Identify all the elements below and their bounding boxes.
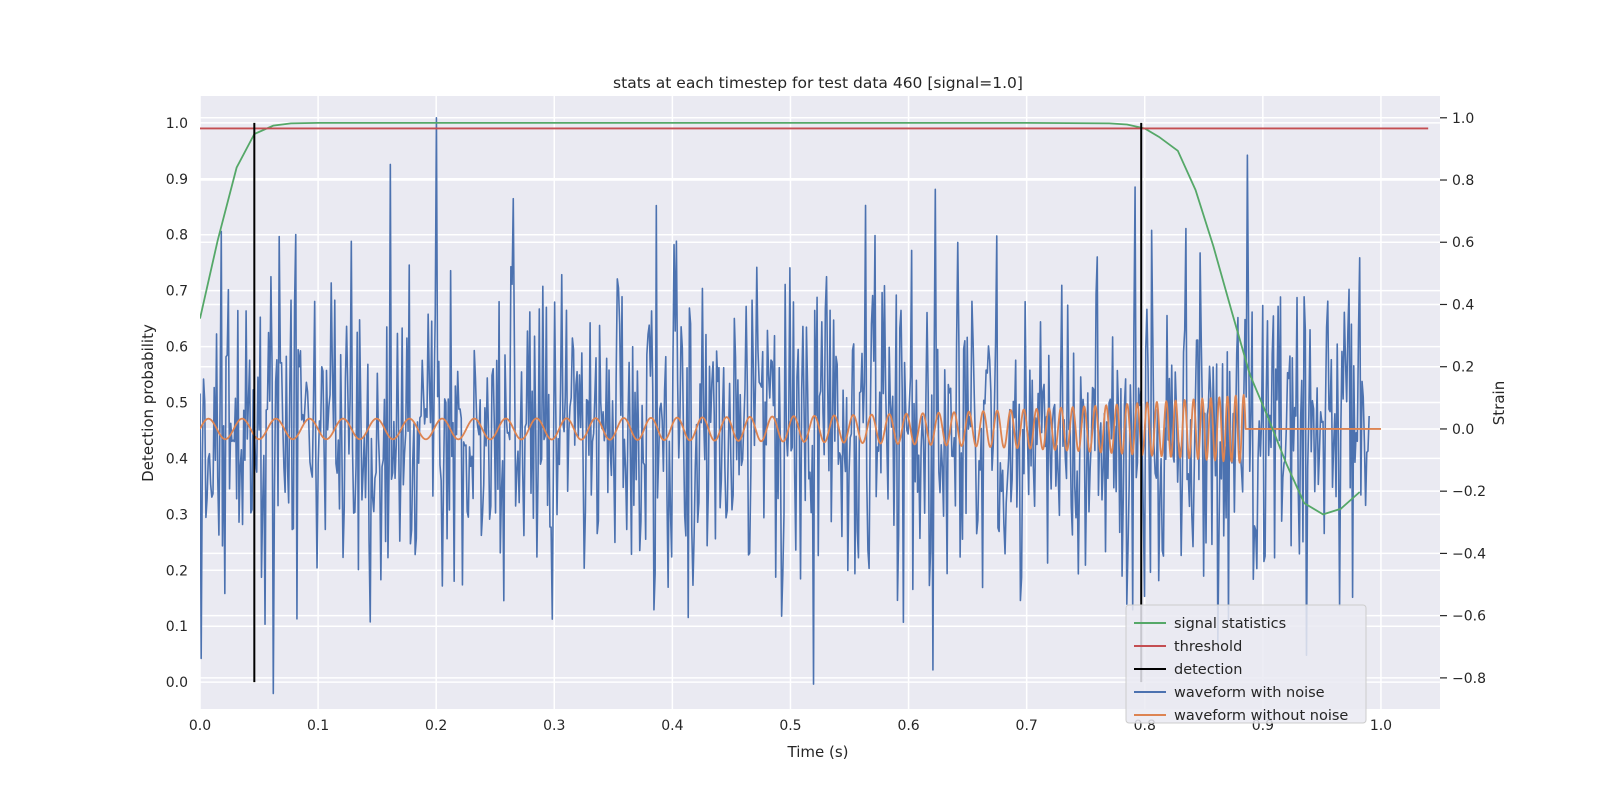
x-tick-label: 0.1 <box>307 718 329 734</box>
x-tick-label: 0.7 <box>1016 718 1038 734</box>
y-axis-left-title: Detection probability <box>139 324 157 482</box>
y-left-tick-label: 0.8 <box>166 228 188 244</box>
x-tick-label: 0.3 <box>543 718 565 734</box>
y-left-tick-label: 0.1 <box>166 619 188 635</box>
y-left-tick-label: 0.2 <box>166 563 188 579</box>
y-right-tick-label: 0.4 <box>1452 297 1474 313</box>
series-waveform-without-noise-line <box>200 393 1382 464</box>
x-tick-label: 0.0 <box>189 718 211 734</box>
x-tick-label: 0.4 <box>661 718 683 734</box>
y-right-tick-label: −0.4 <box>1452 546 1486 562</box>
y-left-tick-label: 0.9 <box>166 172 188 188</box>
tick-labels: 0.0 0.1 0.2 0.3 0.4 0.5 0.6 0.7 0.8 0.9 1.0 0.0 0.1 0… <box>166 111 1486 734</box>
y-left-tick-label: 0.3 <box>166 507 188 523</box>
x-tick-label: 0.5 <box>779 718 801 734</box>
y-left-tick-label: 0.7 <box>166 284 188 300</box>
legend: signal statistics threshold detection wavef… <box>1125 604 1367 724</box>
series-layer <box>200 116 1429 695</box>
legend-label: waveform with noise <box>1174 685 1325 701</box>
y-left-tick-label: 0.0 <box>166 675 188 691</box>
y-left-tick-label: 0.4 <box>166 451 188 467</box>
y-right-tick-label: 0.6 <box>1452 235 1474 251</box>
legend-box <box>1125 604 1367 724</box>
y-axis-right-title: Strain <box>1490 381 1508 425</box>
legend-label: waveform without noise <box>1174 708 1348 724</box>
legend-label: detection <box>1174 662 1242 678</box>
x-axis-title: Time (s) <box>787 743 849 761</box>
chart-title: stats at each timestep for test data 460… <box>613 74 1023 92</box>
y-left-tick-label: 0.6 <box>166 340 188 356</box>
x-tick-label: 1.0 <box>1370 718 1392 734</box>
y-right-tick-label: −0.2 <box>1452 484 1486 500</box>
series-signal-statistics-line <box>200 121 1361 516</box>
legend-label: threshold <box>1174 639 1242 655</box>
x-tick-label: 0.2 <box>425 718 447 734</box>
legend-label: signal statistics <box>1174 616 1286 632</box>
y-right-tick-label: 0.2 <box>1452 360 1474 376</box>
y-right-tick-label: 0.8 <box>1452 173 1474 189</box>
y-left-tick-label: 1.0 <box>166 116 188 132</box>
y-right-tick-label: 1.0 <box>1452 111 1474 127</box>
y-left-tick-label: 0.5 <box>166 396 188 412</box>
y-right-tick-label: −0.6 <box>1452 609 1486 625</box>
series-waveform-with-noise-line <box>200 116 1370 695</box>
y-right-tick-label: −0.8 <box>1452 671 1486 687</box>
x-tick-label: 0.6 <box>897 718 919 734</box>
y-right-tick-label: 0.0 <box>1452 422 1474 438</box>
